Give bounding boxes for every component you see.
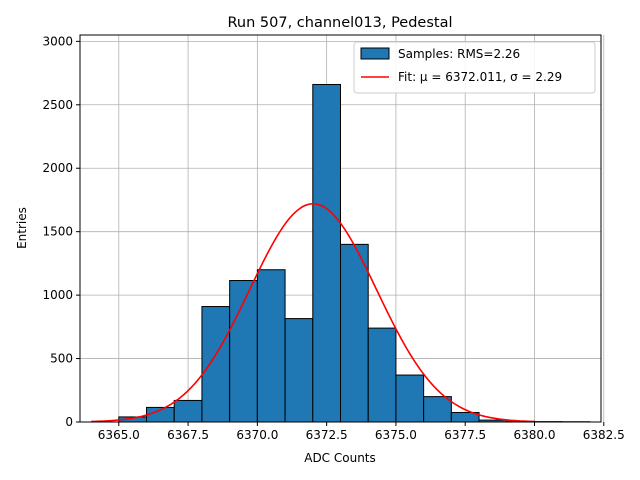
legend-histogram-swatch xyxy=(360,47,390,60)
legend-fit-label: Fit: μ = 6372.011, σ = 2.29 xyxy=(398,70,562,84)
x-axis-label: ADC Counts xyxy=(304,451,376,465)
histogram-bar-5 xyxy=(256,269,286,423)
y-axis-label: Entries xyxy=(15,207,29,249)
histogram-bar-7 xyxy=(312,83,341,423)
legend-histogram-label: Samples: RMS=2.26 xyxy=(398,47,520,61)
x-tick-label-7: 6382.5 xyxy=(583,428,625,442)
x-tick-label-1: 6367.5 xyxy=(167,428,209,442)
axes-frame xyxy=(79,34,602,423)
fit-curve xyxy=(91,202,535,423)
fit-curve-group xyxy=(91,202,535,423)
y-tick-label-6: 3000 xyxy=(42,34,73,48)
x-tick-label-3: 6372.5 xyxy=(306,428,348,442)
histogram-bar-9 xyxy=(367,327,397,423)
legend: Samples: RMS=2.26 Fit: μ = 6372.011, σ =… xyxy=(353,41,596,94)
x-tick-label-2: 6370.0 xyxy=(236,428,278,442)
x-tick-label-6: 6380.0 xyxy=(513,428,555,442)
x-axis-ticks: 6365.0 6367.5 6370.0 6372.5 6375.0 6377.5 6380… xyxy=(98,422,625,442)
x-tick-label-0: 6365.0 xyxy=(98,428,140,442)
x-tick-label-5: 6377.5 xyxy=(444,428,486,442)
y-axis-ticks: 0 500 1000 1500 2000 2500 3000 xyxy=(42,34,80,429)
y-tick-label-3: 1500 xyxy=(42,225,73,239)
histogram-bar-8 xyxy=(340,243,369,423)
histogram-bar-6 xyxy=(284,318,314,423)
histogram-bar-3 xyxy=(201,306,231,423)
histogram-bars xyxy=(118,83,591,423)
x-tick-label-4: 6375.0 xyxy=(375,428,417,442)
legend-box xyxy=(353,41,596,94)
y-tick-label-1: 500 xyxy=(50,352,73,366)
y-tick-label-4: 2000 xyxy=(42,161,73,175)
histogram-bar-2 xyxy=(173,399,203,423)
histogram-bar-10 xyxy=(395,374,425,423)
histogram-bar-11 xyxy=(423,396,452,423)
y-tick-label-5: 2500 xyxy=(42,98,73,112)
chart-title: Run 507, channel013, Pedestal xyxy=(227,15,452,31)
y-tick-label-0: 0 xyxy=(65,415,73,429)
y-tick-label-2: 1000 xyxy=(42,288,73,302)
